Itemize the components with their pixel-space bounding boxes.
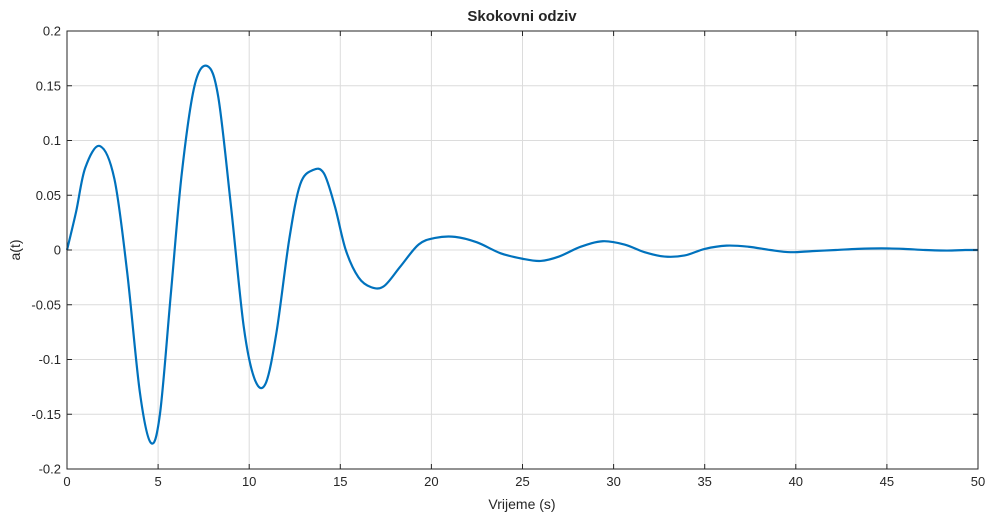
y-tick-label: 0.05 [36, 188, 61, 203]
x-tick-label: 45 [880, 474, 894, 489]
axis-ticks: 0 5 10 15 20 25 30 35 40 45 50 -0.2 -0.15 -0.1 -0.05 0 0… [31, 24, 985, 490]
x-tick-label: 0 [63, 474, 70, 489]
x-tick-label: 30 [606, 474, 620, 489]
y-tick-label: -0.05 [31, 297, 61, 312]
y-tick-label: 0.2 [43, 24, 61, 39]
x-tick-label: 15 [333, 474, 347, 489]
x-tick-label: 50 [971, 474, 985, 489]
x-tick-label: 10 [242, 474, 256, 489]
x-tick-label: 40 [789, 474, 803, 489]
y-tick-label: 0.1 [43, 133, 61, 148]
y-axis-label: a(t) [7, 240, 23, 261]
x-tick-label: 35 [697, 474, 711, 489]
y-tick-label: -0.2 [39, 462, 61, 477]
y-tick-label: -0.15 [31, 407, 61, 422]
x-axis-label: Vrijeme (s) [488, 496, 555, 512]
series-layer [65, 64, 979, 445]
y-tick-label: -0.1 [39, 352, 61, 367]
series-line [65, 64, 979, 445]
y-tick-label: 0 [54, 243, 61, 258]
x-tick-label: 20 [424, 474, 438, 489]
x-tick-label: 25 [515, 474, 529, 489]
y-tick-label: 0.15 [36, 78, 61, 93]
x-tick-label: 5 [154, 474, 161, 489]
chart-title: Skokovni odziv [467, 8, 577, 25]
